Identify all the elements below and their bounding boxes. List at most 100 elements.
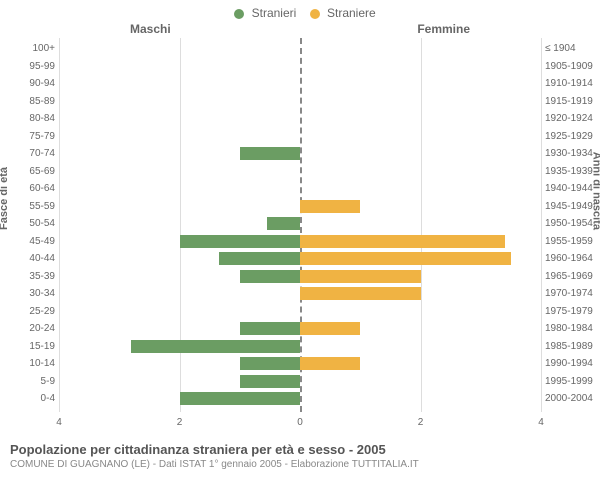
- bar-female: [300, 270, 421, 283]
- age-row: 40-44 1960-1964: [0, 250, 600, 268]
- bar-zone: [59, 128, 541, 146]
- age-label: 65-69: [0, 166, 59, 177]
- bar-zone: [59, 355, 541, 373]
- age-row: 0-4 2000-2004: [0, 390, 600, 408]
- birth-year-label: 1995-1999: [541, 376, 600, 387]
- birth-year-label: 1925-1929: [541, 131, 600, 142]
- caption: Popolazione per cittadinanza straniera p…: [0, 440, 600, 470]
- birth-year-label: 1965-1969: [541, 271, 600, 282]
- birth-year-label: 1920-1924: [541, 113, 600, 124]
- birth-year-label: 1990-1994: [541, 358, 600, 369]
- age-row: 75-79 1925-1929: [0, 128, 600, 146]
- age-row: 35-39 1965-1969: [0, 268, 600, 286]
- bar-male: [267, 217, 300, 230]
- bar-zone: [59, 250, 541, 268]
- age-label: 20-24: [0, 323, 59, 334]
- bar-zone: [59, 145, 541, 163]
- age-row: 25-29 1975-1979: [0, 303, 600, 321]
- age-row: 10-14 1990-1994: [0, 355, 600, 373]
- birth-year-label: 1960-1964: [541, 253, 600, 264]
- age-label: 85-89: [0, 96, 59, 107]
- column-header-female: Femmine: [417, 22, 470, 36]
- age-row: 15-19 1985-1989: [0, 338, 600, 356]
- age-label: 100+: [0, 43, 59, 54]
- age-label: 45-49: [0, 236, 59, 247]
- birth-year-label: 1980-1984: [541, 323, 600, 334]
- bar-male: [240, 270, 300, 283]
- birth-year-label: 1935-1939: [541, 166, 600, 177]
- birth-year-label: 1910-1914: [541, 78, 600, 89]
- chart-title: Popolazione per cittadinanza straniera p…: [10, 442, 590, 457]
- birth-year-label: 1915-1919: [541, 96, 600, 107]
- bar-zone: [59, 75, 541, 93]
- x-axis-tick: 4: [56, 417, 62, 428]
- birth-year-label: 1945-1949: [541, 201, 600, 212]
- age-label: 10-14: [0, 358, 59, 369]
- bar-zone: [59, 58, 541, 76]
- bar-male: [240, 357, 300, 370]
- bar-male: [240, 147, 300, 160]
- x-axis-tick: 2: [177, 417, 183, 428]
- age-row: 20-24 1980-1984: [0, 320, 600, 338]
- age-label: 55-59: [0, 201, 59, 212]
- age-row: 30-34 1970-1974: [0, 285, 600, 303]
- age-row: 60-64 1940-1944: [0, 180, 600, 198]
- bar-zone: [59, 373, 541, 391]
- age-row: 85-89 1915-1919: [0, 93, 600, 111]
- age-row: 100+ ≤ 1904: [0, 40, 600, 58]
- birth-year-label: 1975-1979: [541, 306, 600, 317]
- column-header-male: Maschi: [130, 22, 171, 36]
- bar-zone: [59, 180, 541, 198]
- age-label: 30-34: [0, 288, 59, 299]
- chart-subtitle: COMUNE DI GUAGNANO (LE) - Dati ISTAT 1° …: [10, 459, 590, 470]
- bar-zone: [59, 163, 541, 181]
- bar-female: [300, 252, 511, 265]
- legend: Stranieri Straniere: [0, 0, 600, 20]
- bar-zone: [59, 390, 541, 408]
- bar-female: [300, 322, 360, 335]
- legend-female-label: Straniere: [327, 6, 376, 20]
- age-label: 25-29: [0, 306, 59, 317]
- bar-zone: [59, 303, 541, 321]
- birth-year-label: 1950-1954: [541, 218, 600, 229]
- bar-female: [300, 200, 360, 213]
- age-label: 40-44: [0, 253, 59, 264]
- bar-male: [180, 235, 301, 248]
- birth-year-label: 2000-2004: [541, 393, 600, 404]
- bar-male: [240, 322, 300, 335]
- birth-year-label: 1970-1974: [541, 288, 600, 299]
- age-label: 90-94: [0, 78, 59, 89]
- age-label: 60-64: [0, 183, 59, 194]
- legend-female-swatch: [310, 9, 320, 19]
- age-label: 15-19: [0, 341, 59, 352]
- x-axis-tick: 0: [297, 417, 303, 428]
- age-row: 65-69 1935-1939: [0, 163, 600, 181]
- birth-year-label: ≤ 1904: [541, 43, 600, 54]
- age-row: 55-59 1945-1949: [0, 198, 600, 216]
- age-row: 90-94 1910-1914: [0, 75, 600, 93]
- bar-male: [240, 375, 300, 388]
- age-row: 70-74 1930-1934: [0, 145, 600, 163]
- age-row: 45-49 1955-1959: [0, 233, 600, 251]
- birth-year-label: 1940-1944: [541, 183, 600, 194]
- bar-male: [219, 252, 300, 265]
- bar-zone: [59, 198, 541, 216]
- bar-zone: [59, 233, 541, 251]
- age-label: 70-74: [0, 148, 59, 159]
- birth-year-label: 1985-1989: [541, 341, 600, 352]
- age-label: 80-84: [0, 113, 59, 124]
- bar-zone: [59, 215, 541, 233]
- bar-male: [180, 392, 301, 405]
- bar-zone: [59, 110, 541, 128]
- birth-year-label: 1955-1959: [541, 236, 600, 247]
- age-label: 0-4: [0, 393, 59, 404]
- bar-zone: [59, 338, 541, 356]
- birth-year-label: 1930-1934: [541, 148, 600, 159]
- bar-female: [300, 235, 505, 248]
- x-axis-tick: 2: [418, 417, 424, 428]
- age-row: 95-991905-1909: [0, 58, 600, 76]
- age-label: 35-39: [0, 271, 59, 282]
- age-label: 75-79: [0, 131, 59, 142]
- bar-zone: [59, 285, 541, 303]
- age-label: 50-54: [0, 218, 59, 229]
